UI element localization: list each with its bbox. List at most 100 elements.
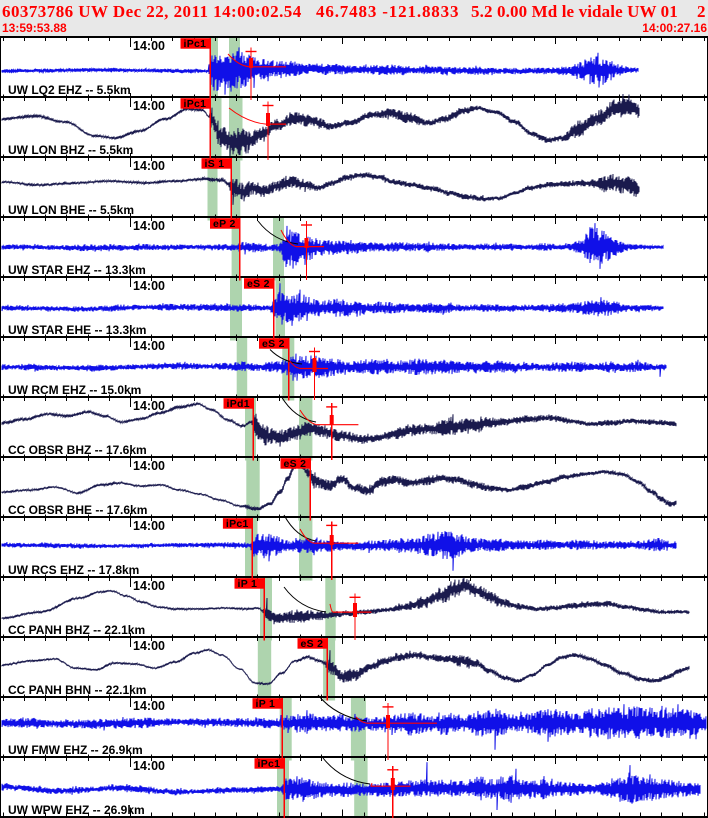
coda-decay-curve — [280, 229, 297, 248]
pick-flag[interactable] — [222, 518, 253, 529]
channel-label: UW STAR EHZ -- 13.3km — [8, 263, 146, 277]
waveform-trace[interactable] — [1, 93, 640, 157]
minute-label: 14:00 — [133, 339, 165, 353]
pick-flag[interactable] — [252, 698, 283, 709]
pick-flag-label: eP 2 — [213, 218, 236, 230]
pick-band — [207, 158, 218, 221]
coda-decay-curve-black — [317, 694, 368, 722]
coda-decay-curve-black — [283, 514, 317, 542]
waveform-trace[interactable] — [1, 531, 677, 571]
pick-flag[interactable] — [244, 278, 274, 289]
pick-flag-label: eS 2 — [284, 458, 307, 470]
minute-label: 14:00 — [133, 459, 165, 473]
minute-label: 14:00 — [133, 39, 165, 53]
channel-label: UW STAR EHE -- 13.3km — [8, 323, 146, 337]
minute-label: 14:00 — [133, 99, 165, 113]
waveform-traces-layer — [1, 47, 707, 811]
channel-label: UW WPW EHZ -- 26.9km — [8, 803, 145, 817]
waveform-trace[interactable] — [1, 401, 677, 447]
channel-annotations: iPc1 — [180, 38, 286, 101]
channel-label: UW LQ2 EHZ -- 5.5km — [8, 83, 131, 97]
coda-decay-curve — [299, 409, 317, 426]
channel-annotations: eS 2 — [244, 278, 275, 341]
pick-flag-label: iS 1 — [205, 158, 225, 170]
pick-flag-label: iPd1 — [227, 398, 250, 410]
pick-flag-label: eS 2 — [301, 638, 324, 650]
event-count: 2 — [697, 2, 706, 21]
minute-label: 14:00 — [133, 519, 165, 533]
pick-flag[interactable] — [210, 218, 240, 229]
pick-flag-label: iPc1 — [258, 758, 281, 770]
plot-background — [0, 36, 708, 818]
pick-flag[interactable] — [254, 758, 285, 769]
coda-decay-curve-black — [269, 349, 303, 365]
pick-flag[interactable] — [234, 578, 265, 589]
coda-decay-curve-black — [283, 586, 327, 613]
channel-label: UW RCM EHZ -- 15.0km — [8, 383, 141, 397]
pick-flag-label: eS 2 — [247, 278, 270, 290]
pick-flag-label: iP 1 — [238, 578, 258, 590]
channel-label: UW LON BHZ -- 5.5km — [8, 143, 133, 157]
coda-decay-curve — [227, 53, 250, 68]
waveform-trace[interactable] — [1, 283, 664, 326]
pick-band — [245, 398, 256, 461]
coda-decay-curve — [355, 716, 368, 724]
channel-annotations: eS 2 — [280, 458, 311, 521]
channel-annotations: iPc1 — [254, 757, 411, 818]
pick-flag-label: iPc1 — [226, 518, 249, 530]
pick-flag[interactable] — [223, 398, 254, 409]
panel-grid-layer — [0, 36, 708, 818]
pick-band — [246, 458, 260, 521]
waveform-trace[interactable] — [1, 704, 707, 750]
coda-decay-curve-black — [280, 395, 317, 423]
waveform-trace[interactable] — [1, 460, 677, 512]
waveform-trace[interactable] — [1, 47, 639, 95]
pick-flag[interactable] — [201, 158, 232, 169]
channel-annotations: eP 2 — [210, 218, 324, 281]
minute-label: 14:00 — [133, 579, 165, 593]
channel-label: UW LON BHE -- 5.5km — [8, 203, 134, 217]
window-start-time: 13:59:53.88 — [2, 21, 67, 35]
minute-label: 14:00 — [133, 399, 165, 413]
channel-label: UW RCS EHZ -- 17.8km — [8, 563, 139, 577]
minute-label: 14:00 — [133, 159, 165, 173]
waveform-trace[interactable] — [1, 223, 664, 269]
channel-annotations: iPc1 — [180, 98, 286, 161]
channel-annotations: iPc1 — [222, 514, 359, 581]
pick-band — [325, 578, 336, 641]
coda-decay-curve-black — [257, 220, 299, 245]
channel-label: UW FMW EHZ -- 26.9km — [8, 743, 143, 757]
minute-label: 14:00 — [133, 759, 165, 773]
minute-label: 14:00 — [133, 219, 165, 233]
coda-decay-curve — [329, 603, 334, 613]
waveform-trace[interactable] — [1, 172, 640, 205]
channel-annotations: eS 2 — [297, 638, 328, 701]
coda-decay-curve — [288, 359, 301, 369]
channel-annotations: iP 1 — [234, 578, 372, 641]
channel-annotations: eS 2 — [259, 338, 328, 401]
pick-flag-label: iPc1 — [184, 38, 207, 50]
channel-annotations: iPd1 — [223, 395, 359, 461]
channel-label: CC PANH BHN -- 22.1km — [8, 683, 146, 697]
channel-label: CC OBSR BHE -- 17.6km — [8, 503, 147, 517]
pick-flag-label: iP 1 — [256, 698, 276, 710]
minute-label: 14:00 — [133, 279, 165, 293]
pick-flag[interactable] — [259, 338, 289, 349]
coda-decay-curve — [299, 528, 315, 544]
waveform-trace[interactable] — [1, 762, 701, 811]
waveform-trace[interactable] — [1, 648, 690, 686]
pick-flag[interactable] — [180, 38, 211, 49]
pick-flag[interactable] — [280, 458, 311, 469]
waveform-trace[interactable] — [1, 353, 667, 381]
coda-decay-curve — [228, 107, 267, 125]
pick-flag[interactable] — [297, 638, 328, 649]
pick-flag[interactable] — [180, 98, 211, 109]
event-magnitude: 5.2 0.00 Md le vidale UW 01 — [471, 2, 678, 21]
pick-highlight-bands-layer — [0, 36, 708, 818]
event-id-time: 60373786 UW Dec 22, 2011 14:00:02.54 — [2, 2, 302, 21]
pick-annotations-layer: iPc1 iPc1 iS 1 eP 2 eS 2 eS 2 iPd1 eS 2 iPc1 iP 1… — [180, 38, 437, 818]
channel-annotations: iS 1 — [201, 158, 232, 221]
